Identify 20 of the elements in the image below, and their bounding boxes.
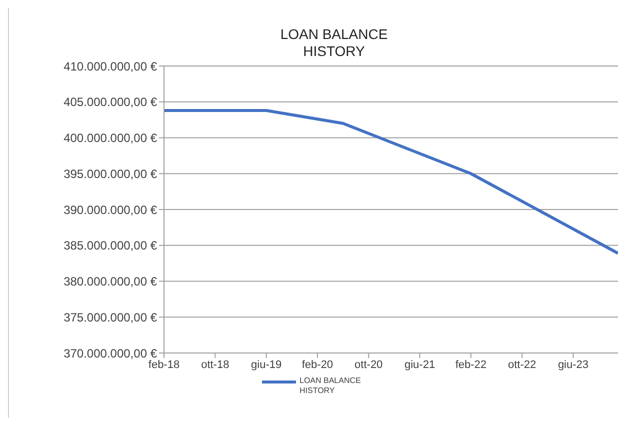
- legend-label: LOAN BALANCE HISTORY: [300, 376, 362, 396]
- x-tick-label: giu-23: [558, 358, 589, 371]
- y-tick-label: 405.000.000,00 €: [64, 95, 158, 110]
- y-tick-label: 385.000.000,00 €: [64, 238, 158, 253]
- x-tick-label: feb-20: [302, 358, 334, 371]
- x-tick-label: ott-22: [508, 358, 536, 371]
- x-tick-label: giu-21: [404, 358, 436, 371]
- x-tick-label: feb-22: [455, 358, 487, 371]
- y-tick-label: 400.000.000,00 €: [64, 131, 158, 146]
- y-tick-label: 380.000.000,00 €: [64, 274, 158, 289]
- x-tick-label: ott-20: [354, 358, 383, 371]
- y-tick-label: 375.000.000,00 €: [64, 310, 158, 324]
- x-tick-label: ott-18: [201, 358, 230, 371]
- y-tick-label: 395.000.000,00 €: [64, 166, 158, 181]
- y-tick-label: 410.000.000,00 €: [64, 59, 158, 74]
- x-tick-label: giu-19: [251, 358, 282, 371]
- chart-title: LOAN BALANCE HISTORY: [279, 26, 389, 60]
- x-tick-label: feb-18: [148, 358, 180, 371]
- y-tick-label: 390.000.000,00 €: [64, 202, 158, 217]
- y-tick-label: 370.000.000,00 €: [64, 346, 158, 360]
